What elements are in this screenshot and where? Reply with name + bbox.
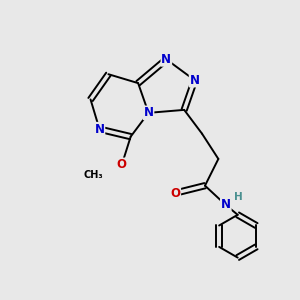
Text: CH₃: CH₃ xyxy=(84,170,103,180)
Text: H: H xyxy=(234,192,243,202)
Text: N: N xyxy=(161,53,171,66)
Text: O: O xyxy=(117,158,127,171)
Text: O: O xyxy=(170,187,180,200)
Text: N: N xyxy=(190,74,200,87)
Text: N: N xyxy=(94,123,104,136)
Text: N: N xyxy=(221,199,231,212)
Text: N: N xyxy=(143,106,154,119)
